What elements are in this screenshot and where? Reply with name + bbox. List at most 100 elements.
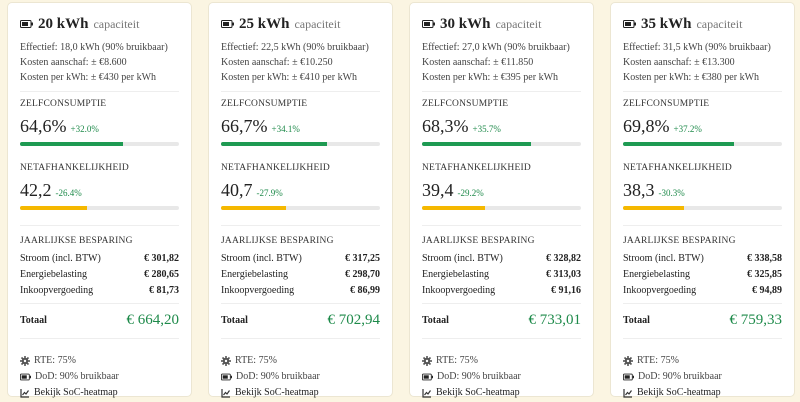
savings-amount: € 313,03	[546, 269, 581, 280]
total-value: € 759,33	[729, 311, 783, 328]
card-header: 30 kWh capaciteit	[422, 13, 581, 35]
savings-row: Inkoopvergoeding € 91,16	[422, 283, 581, 299]
rte: RTE: 75%	[436, 355, 478, 366]
metric-label: NETAFHANKELIJKHEID	[20, 163, 129, 173]
divider	[422, 338, 581, 339]
card-header: 20 kWh capaciteit	[20, 13, 179, 35]
details: Effectief: 18,0 kWh (90% bruikbaar) Koste…	[20, 40, 179, 85]
divider	[20, 303, 179, 304]
divider	[20, 91, 179, 92]
metric-value: 69,8%	[623, 116, 670, 136]
footer-line: RTE: 75%	[422, 353, 581, 369]
card-header: 25 kWh capaciteit	[221, 13, 380, 35]
detail-line: Kosten aanschaf: ± €13.300	[623, 57, 735, 68]
heatmap-link[interactable]: Bekijk SoC-heatmap	[422, 385, 581, 401]
divider	[221, 225, 380, 226]
metric: 68,3% +35.7%	[422, 116, 581, 138]
battery-icon	[20, 20, 33, 28]
battery-icon	[623, 20, 636, 28]
savings-amount: € 317,25	[345, 253, 380, 264]
footer-line: DoD: 90% bruikbaar	[422, 369, 581, 385]
savings-label: Stroom (incl. BTW)	[623, 253, 704, 264]
detail-line: Effectief: 31,5 kWh (90% bruikbaar)	[623, 42, 771, 53]
battery-card: 20 kWh capaciteit Effectief: 18,0 kWh (9…	[7, 2, 192, 398]
dod: DoD: 90% bruikbaar	[638, 371, 722, 382]
savings-amount: € 81,73	[149, 285, 179, 296]
savings-label: Inkoopvergoeding	[422, 285, 496, 296]
metric-value: 40,7	[221, 180, 253, 200]
total-value: € 664,20	[126, 311, 180, 328]
divider	[422, 225, 581, 226]
savings-amount: € 298,70	[345, 269, 380, 280]
rte: RTE: 75%	[235, 355, 277, 366]
capacity: 20 kWh	[38, 15, 89, 32]
savings-label: Stroom (incl. BTW)	[422, 253, 503, 264]
divider	[20, 338, 179, 339]
progress-fill	[20, 206, 88, 210]
metric-change: +32.0%	[70, 124, 99, 134]
details: Effectief: 27,0 kWh (90% bruikbaar) Koste…	[422, 40, 581, 85]
chart-icon	[221, 389, 230, 398]
metric-label: NETAFHANKELIJKHEID	[623, 163, 732, 173]
progress-track	[422, 142, 581, 146]
total-label: Totaal	[422, 314, 449, 326]
savings-amount: € 94,89	[752, 285, 782, 296]
total: Totaal € 733,01	[422, 308, 581, 332]
heatmap-link-text[interactable]: Bekijk SoC-heatmap	[235, 387, 319, 398]
heatmap-link[interactable]: Bekijk SoC-heatmap	[623, 385, 782, 401]
heatmap-link[interactable]: Bekijk SoC-heatmap	[20, 385, 179, 401]
battery-icon	[221, 20, 234, 28]
savings-row: Inkoopvergoeding € 94,89	[623, 283, 782, 299]
total: Totaal € 702,94	[221, 308, 380, 332]
battery-icon	[20, 373, 31, 381]
metric-label: NETAFHANKELIJKHEID	[221, 163, 330, 173]
card-header: 35 kWh capaciteit	[623, 13, 782, 35]
rte: RTE: 75%	[34, 355, 76, 366]
heatmap-link-text[interactable]: Bekijk SoC-heatmap	[34, 387, 118, 398]
heatmap-link-text[interactable]: Bekijk SoC-heatmap	[637, 387, 721, 398]
metric: 66,7% +34.1%	[221, 116, 380, 138]
dod: DoD: 90% bruikbaar	[35, 371, 119, 382]
details: Effectief: 31,5 kWh (90% bruikbaar) Koste…	[623, 40, 782, 85]
capacity-label: capaciteit	[696, 16, 743, 31]
footer-line: RTE: 75%	[623, 353, 782, 369]
savings-row: Energiebelasting € 280,65	[20, 267, 179, 283]
capacity: 35 kWh	[641, 15, 692, 32]
savings-label: Inkoopvergoeding	[623, 285, 697, 296]
savings-row: Energiebelasting € 313,03	[422, 267, 581, 283]
battery-card: 35 kWh capaciteit Effectief: 31,5 kWh (9…	[610, 2, 795, 398]
metric-change: -26.4%	[55, 188, 82, 198]
metric-value: 68,3%	[422, 116, 469, 136]
total-label: Totaal	[20, 314, 47, 326]
total-label: Totaal	[221, 314, 248, 326]
savings-label: Inkoopvergoeding	[20, 285, 94, 296]
chart-icon	[623, 389, 632, 398]
metric-change: -30.3%	[658, 188, 685, 198]
savings-amount: € 301,82	[144, 253, 179, 264]
battery-icon	[422, 20, 435, 28]
progress-track	[20, 206, 179, 210]
heatmap-link-text[interactable]: Bekijk SoC-heatmap	[436, 387, 520, 398]
savings-label: Energiebelasting	[221, 269, 289, 280]
savings-row: Stroom (incl. BTW) € 338,58	[623, 251, 782, 267]
detail-line: Effectief: 27,0 kWh (90% bruikbaar)	[422, 42, 570, 53]
total-label: Totaal	[623, 314, 650, 326]
metric: 38,3 -30.3%	[623, 180, 782, 202]
divider	[623, 303, 782, 304]
savings-row: Inkoopvergoeding € 81,73	[20, 283, 179, 299]
savings-row: Stroom (incl. BTW) € 328,82	[422, 251, 581, 267]
metric: 42,2 -26.4%	[20, 180, 179, 202]
metric: 39,4 -29.2%	[422, 180, 581, 202]
heatmap-link[interactable]: Bekijk SoC-heatmap	[221, 385, 380, 401]
footer-line: DoD: 90% bruikbaar	[221, 369, 380, 385]
savings-label: Stroom (incl. BTW)	[20, 253, 101, 264]
savings-title: JAARLIJKSE BESPARING	[221, 236, 334, 246]
metric-value: 38,3	[623, 180, 655, 200]
progress-fill	[422, 142, 531, 146]
footer-line: RTE: 75%	[20, 353, 179, 369]
metric-value: 66,7%	[221, 116, 268, 136]
metric-label: ZELFCONSUMPTIE	[623, 99, 710, 109]
divider	[422, 303, 581, 304]
